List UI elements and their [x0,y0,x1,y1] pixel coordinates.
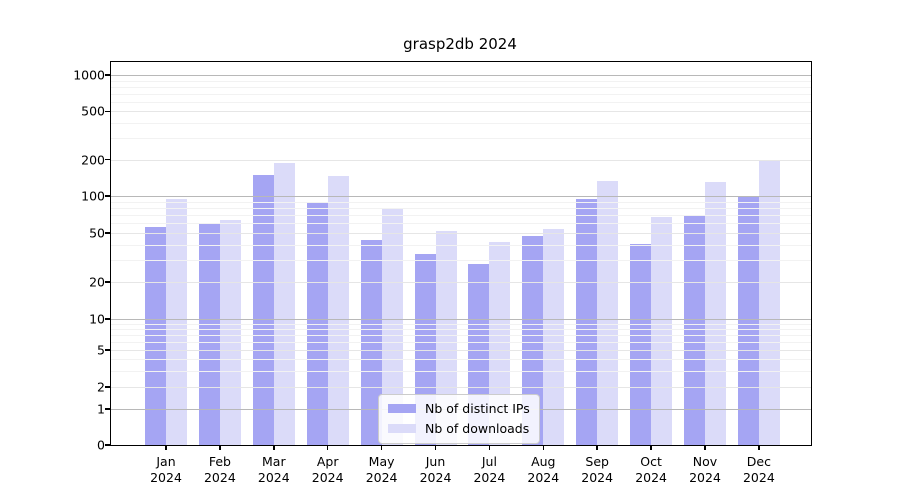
bar-downloads [705,182,726,445]
bar-downloads [273,163,295,445]
bar-downloads [597,180,619,445]
y-tick-mark [105,318,110,320]
gridline-major [111,75,811,76]
x-tick-label: Nov 2024 [689,454,721,485]
y-tick-label: 0 [97,437,105,453]
y-tick-mark [105,408,110,410]
gridline-minor [111,101,811,103]
bar-downloads [166,198,187,445]
bar-downloads [327,175,349,445]
x-tick-mark [434,445,437,450]
y-tick-label: 20 [89,274,105,290]
y-tick-mark [105,281,110,283]
y-tick-mark [105,110,110,113]
x-tick-label: Oct 2024 [635,454,667,485]
x-tick-label: Jul 2024 [473,454,506,485]
bar-distinct-ips [522,236,544,445]
y-tick-label: 1000 [73,67,105,83]
y-tick-mark [105,74,110,76]
bar-downloads [543,228,565,445]
x-tick-mark [704,445,706,450]
y-tick-label: 5 [97,342,105,358]
gridline-minor [111,159,811,161]
x-tick-mark [165,445,167,450]
bar-distinct-ips [737,196,759,445]
y-tick-mark [105,444,110,446]
bar-downloads [435,230,457,445]
y-tick-label: 50 [89,225,105,241]
bar-downloads [758,160,780,445]
gridline-minor [111,93,811,95]
legend-swatch-downloads [388,424,416,433]
bar-distinct-ips [198,224,220,445]
legend-swatch-distinct-ips [388,404,416,413]
gridline-minor [111,80,811,82]
gridline-minor [111,111,811,113]
x-tick-label: May 2024 [365,454,398,485]
bar-downloads [219,219,241,445]
x-tick-mark [380,445,383,450]
bar-distinct-ips [576,198,598,445]
legend-label: Nb of downloads [425,421,530,436]
legend-row: Nb of downloads [388,421,530,436]
x-tick-mark [273,445,275,450]
x-tick-mark [219,445,221,450]
x-tick-label: Dec 2024 [742,454,775,485]
x-tick-label: Jun 2024 [419,454,452,485]
y-tick-label: 200 [81,152,105,168]
x-tick-label: Apr 2024 [311,454,344,485]
y-tick-mark [105,232,110,234]
bar-distinct-ips [145,226,166,445]
legend-row: Nb of distinct IPs [388,401,530,416]
x-tick-mark [326,445,329,450]
x-tick-label: Feb 2024 [203,454,236,485]
x-tick-label: Jan 2024 [150,454,182,485]
y-tick-mark [105,158,110,161]
y-tick-label: 100 [81,188,105,204]
x-tick-mark [488,445,491,450]
bar-distinct-ips [252,175,274,445]
bar-distinct-ips [306,202,328,445]
bar-distinct-ips [630,243,652,445]
chart-title: grasp2db 2024 [403,35,517,53]
gridline-minor [111,86,811,88]
bar-downloads [381,207,403,445]
y-tick-mark [105,386,110,388]
y-tick-label: 500 [81,103,105,119]
legend-label: Nb of distinct IPs [425,401,530,416]
gridline-minor [111,138,811,140]
plot-area: 1000 500 200 100 50 20 10 5 2 1 0 Jan 2024 Feb 2024 M… [73,61,812,485]
x-tick-mark [758,445,760,450]
bar-distinct-ips [684,215,705,445]
y-tick-mark [105,349,110,351]
x-tick-label: Mar 2024 [257,454,290,485]
y-tick-label: 1 [97,401,105,417]
x-tick-mark [542,445,545,450]
y-tick-mark [105,195,110,197]
y-tick-label: 2 [97,379,105,395]
x-tick-label: Sep 2024 [581,454,614,485]
y-tick-label: 10 [89,311,105,327]
legend: Nb of distinct IPs Nb of downloads [378,394,540,444]
x-tick-mark [650,445,652,450]
bar-downloads [651,217,673,445]
x-tick-label: Aug 2024 [527,454,560,485]
gridline-minor [111,123,811,125]
x-tick-mark [596,445,598,450]
